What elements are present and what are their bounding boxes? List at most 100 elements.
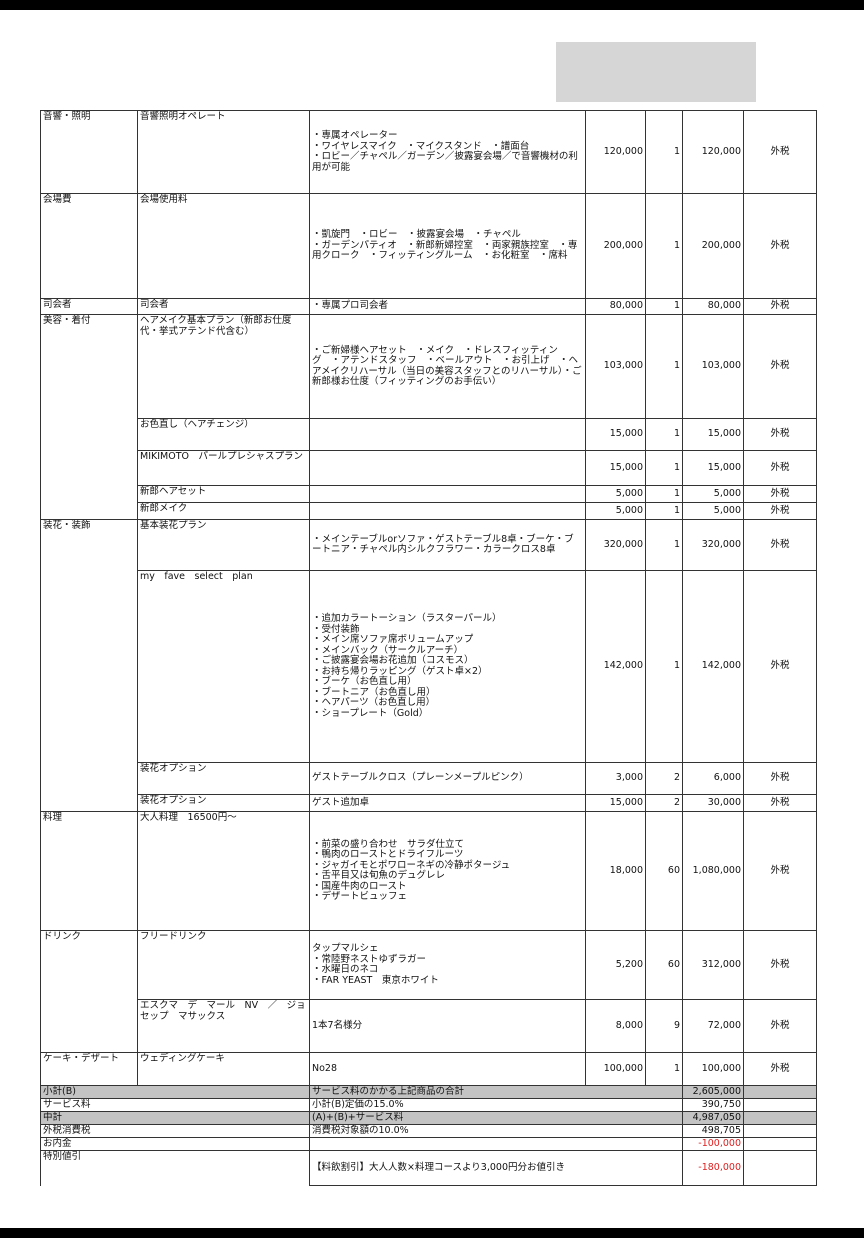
redacted-box xyxy=(556,42,756,102)
tax-type: 外税 xyxy=(743,298,817,315)
table-row: 装花オプション ゲストテーブルクロス（プレーンメープルピンク） 3,000 2 6,00… xyxy=(41,762,817,795)
unit-price: 120,000 xyxy=(585,110,646,194)
unit-price: 5,000 xyxy=(585,502,646,520)
summary-description: 小計(B)定価の15.0% xyxy=(309,1098,683,1112)
table-row: MIKIMOTO パールプレシャスプラン 15,000 1 15,000 外税 xyxy=(41,450,817,486)
item-name: 装花オプション xyxy=(137,762,310,795)
unit-price: 3,000 xyxy=(585,762,646,795)
table-row: 装花・装飾 基本装花プラン ・メインテーブルorソファ・ゲストテーブル8卓・ブーケ・… xyxy=(40,519,817,812)
tax-type: 外税 xyxy=(743,762,817,795)
item-name: フリードリンク xyxy=(137,930,310,1000)
summary-amount: -100,000 xyxy=(682,1137,744,1151)
quantity: 2 xyxy=(645,794,683,812)
tax-type: 外税 xyxy=(743,519,817,571)
summary-empty xyxy=(743,1111,817,1125)
item-name: ヘアメイク基本プラン（新郎お仕度代・挙式アテンド代含む） xyxy=(137,314,310,419)
summary-row: お内金 -100,000 xyxy=(40,1137,817,1151)
amount: 320,000 xyxy=(682,519,744,571)
summary-amount: 390,750 xyxy=(682,1098,744,1112)
summary-label: 特別値引 xyxy=(40,1150,310,1186)
summary-amount: 2,605,000 xyxy=(682,1085,744,1099)
item-description: ・凱旋門 ・ロビー ・披露宴会場 ・チャペル ・ガーデンパティオ ・新郎新婦控室… xyxy=(309,193,586,299)
table-row: 料理 大人料理 16500円〜 ・前菜の盛り合わせ サラダ仕立て ・鴨肉のローストと… xyxy=(40,811,817,931)
quantity: 1 xyxy=(645,193,683,299)
summary-description: 消費税対象額の10.0% xyxy=(309,1124,683,1138)
table-row: 司会者 司会者 ・専属プロ司会者 80,000 1 80,000 外税 xyxy=(40,298,817,315)
category-cell: 司会者 xyxy=(40,298,138,315)
table-row: お色直し（ヘアチェンジ） 15,000 1 15,000 外税 xyxy=(41,418,817,451)
item-name: ウェディングケーキ xyxy=(137,1052,310,1086)
amount: 142,000 xyxy=(682,570,744,763)
unit-price: 5,200 xyxy=(585,930,646,1000)
quantity: 1 xyxy=(645,485,683,503)
summary-description: 【料飲割引】大人人数×料理コースより3,000円分お値引き xyxy=(309,1150,683,1186)
tax-type: 外税 xyxy=(743,811,817,931)
tax-type: 外税 xyxy=(743,999,817,1053)
item-description: 1本7名様分 xyxy=(309,999,586,1053)
summary-empty xyxy=(743,1150,817,1186)
unit-price: 15,000 xyxy=(585,450,646,486)
summary-label: 中計 xyxy=(40,1111,310,1125)
item-name: 司会者 xyxy=(137,298,310,315)
table-row: my fave select plan ・追加カラートーション（ラスターパール） … xyxy=(41,570,817,763)
category-cell: 美容・着付 xyxy=(40,314,138,520)
unit-price: 103,000 xyxy=(585,314,646,419)
amount: 30,000 xyxy=(682,794,744,812)
unit-price: 15,000 xyxy=(585,418,646,451)
table-row: 新郎メイク 5,000 1 5,000 外税 xyxy=(41,502,817,520)
unit-price: 18,000 xyxy=(585,811,646,931)
unit-price: 100,000 xyxy=(585,1052,646,1086)
item-description xyxy=(309,450,586,486)
item-name: MIKIMOTO パールプレシャスプラン xyxy=(137,450,310,486)
table-row: ケーキ・デザート ウェディングケーキ No28 100,000 1 100,000 外税 xyxy=(40,1052,817,1086)
summary-empty xyxy=(743,1124,817,1138)
summary-label: サービス料 xyxy=(40,1098,310,1112)
summary-empty xyxy=(743,1098,817,1112)
category-cell: ケーキ・デザート xyxy=(40,1052,138,1086)
summary-row: 特別値引 【料飲割引】大人人数×料理コースより3,000円分お値引き -180,00… xyxy=(40,1150,817,1186)
quantity: 1 xyxy=(645,519,683,571)
amount: 6,000 xyxy=(682,762,744,795)
quantity: 1 xyxy=(645,570,683,763)
tax-type: 外税 xyxy=(743,450,817,486)
amount: 200,000 xyxy=(682,193,744,299)
top-black-bar xyxy=(0,0,864,10)
quantity: 1 xyxy=(645,418,683,451)
item-name: 新郎メイク xyxy=(137,502,310,520)
unit-price: 5,000 xyxy=(585,485,646,503)
table-row: 新郎ヘアセット 5,000 1 5,000 外税 xyxy=(41,485,817,503)
amount: 100,000 xyxy=(682,1052,744,1086)
summary-row: サービス料 小計(B)定価の15.0% 390,750 xyxy=(40,1098,817,1112)
unit-price: 142,000 xyxy=(585,570,646,763)
summary-label: 外税消費税 xyxy=(40,1124,310,1138)
item-description: No28 xyxy=(309,1052,586,1086)
summary-row: 外税消費税 消費税対象額の10.0% 498,705 xyxy=(40,1124,817,1138)
amount: 312,000 xyxy=(682,930,744,1000)
quantity: 1 xyxy=(645,110,683,194)
item-description: ・追加カラートーション（ラスターパール） ・受付装飾 ・メイン席ソファ席ボリュー… xyxy=(309,570,586,763)
item-name: 音響照明オペレート xyxy=(137,110,310,194)
summary-amount: 498,705 xyxy=(682,1124,744,1138)
summary-label: お内金 xyxy=(40,1137,310,1151)
quantity: 9 xyxy=(645,999,683,1053)
item-description: ・ご新婦様ヘアセット ・メイク ・ドレスフィッティング ・アテンドスタッフ ・ベ… xyxy=(309,314,586,419)
item-name: 基本装花プラン xyxy=(137,519,310,571)
tax-type: 外税 xyxy=(743,418,817,451)
estimate-table: 音響・照明 音響照明オペレート ・専属オペレーター ・ワイヤレスマイク ・マイクスタ… xyxy=(40,110,817,1186)
summary-row: 中計 (A)+(B)+サービス料 4,987,050 xyxy=(40,1111,817,1125)
category-cell: 音響・照明 xyxy=(40,110,138,194)
quantity: 1 xyxy=(645,314,683,419)
unit-price: 80,000 xyxy=(585,298,646,315)
summary-row: 小計(B) サービス料のかかる上記商品の合計 2,605,000 xyxy=(40,1085,817,1099)
item-description: ゲストテーブルクロス（プレーンメープルピンク） xyxy=(309,762,586,795)
unit-price: 15,000 xyxy=(585,794,646,812)
amount: 103,000 xyxy=(682,314,744,419)
amount: 72,000 xyxy=(682,999,744,1053)
table-row: 会場費 会場使用料 ・凱旋門 ・ロビー ・披露宴会場 ・チャペル ・ガーデンパティオ… xyxy=(40,193,817,299)
item-name: お色直し（ヘアチェンジ） xyxy=(137,418,310,451)
tax-type: 外税 xyxy=(743,930,817,1000)
quantity: 1 xyxy=(645,1052,683,1086)
item-description: ・専属プロ司会者 xyxy=(309,298,586,315)
table-row: エスクマ デ マール NV ／ ジョセップ マサックス 1本7名様分 8,000 9 7… xyxy=(41,999,817,1053)
tax-type: 外税 xyxy=(743,502,817,520)
